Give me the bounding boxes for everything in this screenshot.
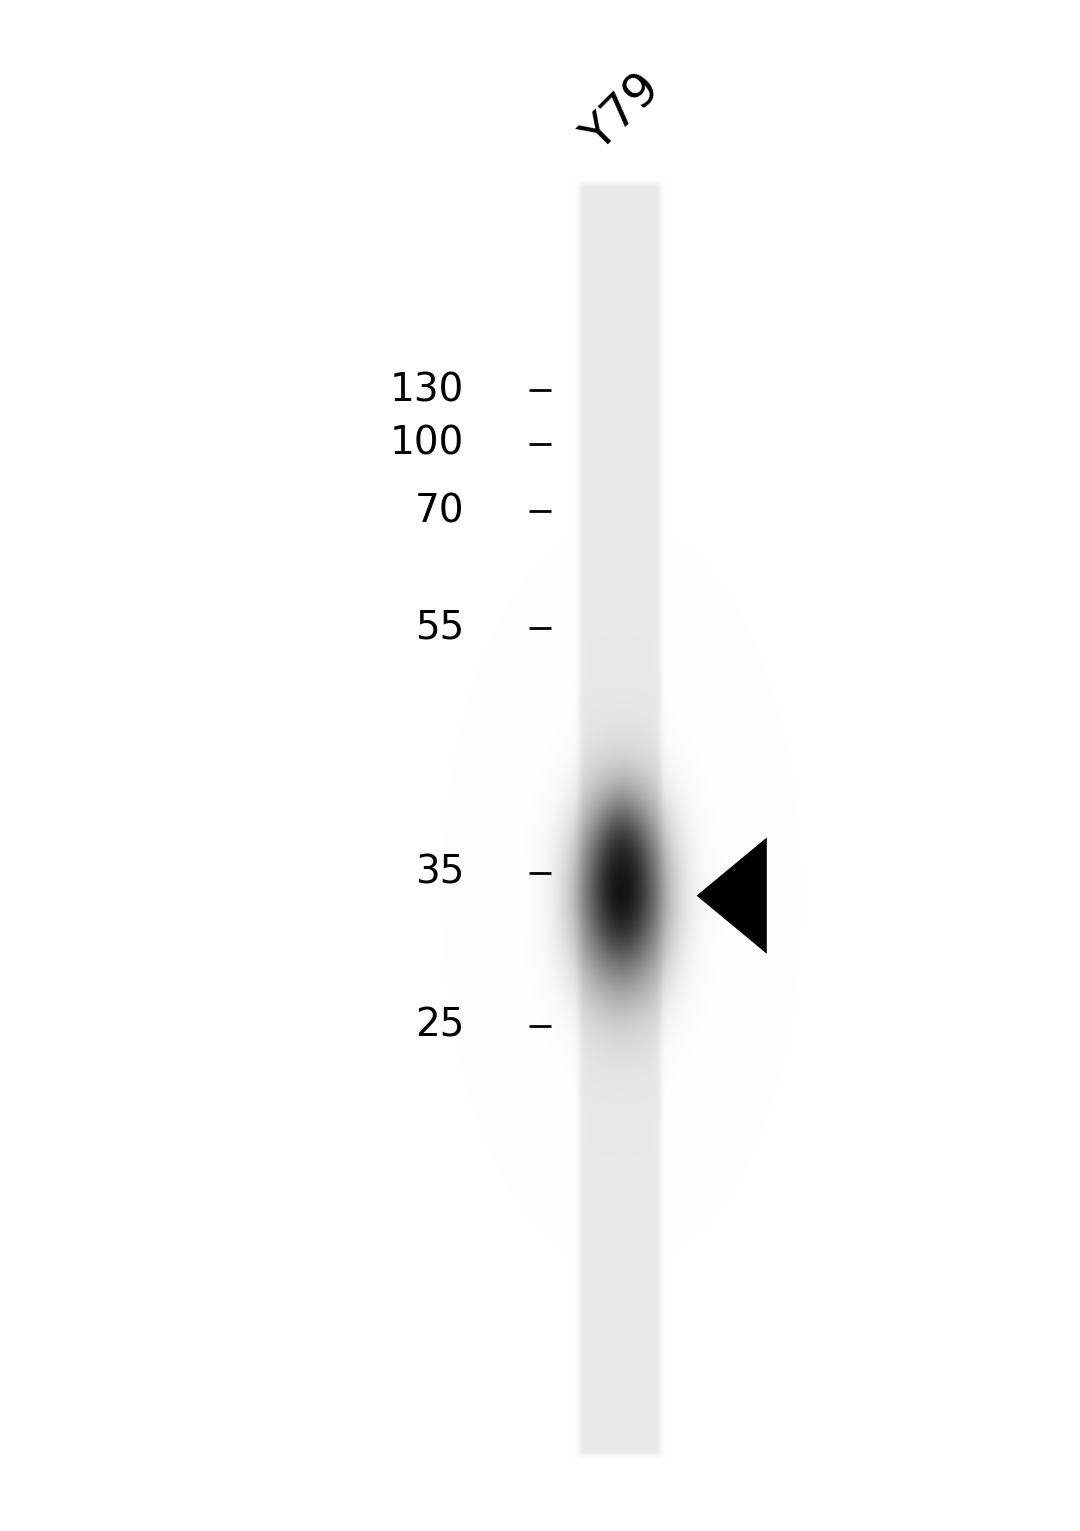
Text: Y79: Y79: [576, 66, 670, 161]
Text: 130: 130: [390, 372, 464, 409]
Polygon shape: [697, 837, 767, 954]
Text: 35: 35: [415, 854, 464, 891]
Text: 25: 25: [415, 1007, 464, 1044]
Text: 55: 55: [415, 609, 464, 646]
Text: 100: 100: [390, 426, 464, 462]
Text: 70: 70: [415, 493, 464, 530]
